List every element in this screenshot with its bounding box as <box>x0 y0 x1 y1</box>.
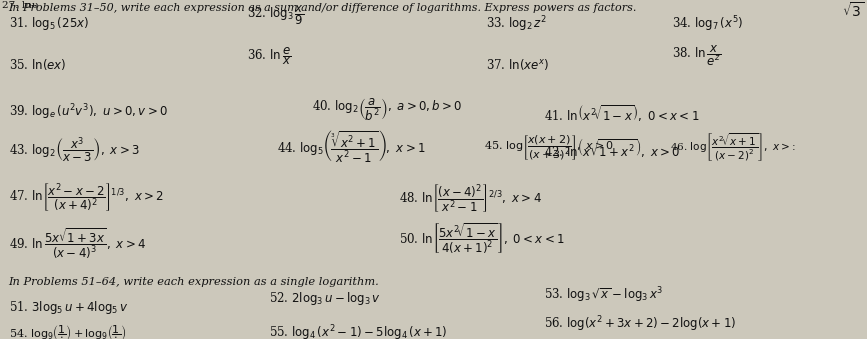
Text: 36. $\ln\dfrac{e}{x}$: 36. $\ln\dfrac{e}{x}$ <box>247 45 291 67</box>
Text: 50. $\ln\!\left[\dfrac{5x^2\!\sqrt{1-x}}{4(x+1)^2}\right],\ 0<x<1$: 50. $\ln\!\left[\dfrac{5x^2\!\sqrt{1-x}}… <box>399 222 564 256</box>
Text: 33. $\log_2 z^2$: 33. $\log_2 z^2$ <box>486 14 546 34</box>
Text: 56. $\log(x^2+3x+2) - 2\log(x+1)$: 56. $\log(x^2+3x+2) - 2\log(x+1)$ <box>544 314 737 334</box>
Text: 47. $\ln\!\left[\dfrac{x^2-x-2}{(x+4)^2}\right]^{1/3},\ x>2$: 47. $\ln\!\left[\dfrac{x^2-x-2}{(x+4)^2}… <box>9 181 164 213</box>
Text: 44. $\log_5\!\left(\dfrac{\sqrt[3]{x^2+1}}{x^2-1}\right),\ x>1$: 44. $\log_5\!\left(\dfrac{\sqrt[3]{x^2+1… <box>277 128 426 164</box>
Text: In Problems 51–64, write each expression as a single logarithm.: In Problems 51–64, write each expression… <box>9 277 380 287</box>
Text: 35. $\ln(ex)$: 35. $\ln(ex)$ <box>9 57 66 72</box>
Text: 32. $\log_3\dfrac{x}{9}$: 32. $\log_3\dfrac{x}{9}$ <box>247 3 304 27</box>
Text: In Problems 31–50, write each expression as a sum and/or difference of logarithm: In Problems 31–50, write each expression… <box>9 3 637 13</box>
Text: 51. $3\log_5 u + 4\log_5 v$: 51. $3\log_5 u + 4\log_5 v$ <box>9 299 128 316</box>
Text: 34. $\log_7(x^5)$: 34. $\log_7(x^5)$ <box>672 14 743 34</box>
Text: 27. lnυ: 27. lnυ <box>2 1 38 10</box>
Text: 31. $\log_5(25x)$: 31. $\log_5(25x)$ <box>9 15 88 32</box>
Text: 42. $\ln\!\left(x\sqrt{1+x^2}\right),\ x>0$: 42. $\ln\!\left(x\sqrt{1+x^2}\right),\ x… <box>544 136 681 159</box>
Text: 39. $\log_e(u^2v^3),\ u>0, v>0$: 39. $\log_e(u^2v^3),\ u>0, v>0$ <box>9 103 167 122</box>
Text: 46. $\log\!\left[\dfrac{x^2\!\sqrt{x+1}}{(x-2)^2}\right],\ x>\!:$: 46. $\log\!\left[\dfrac{x^2\!\sqrt{x+1}}… <box>670 132 796 163</box>
Text: 48. $\ln\!\left[\dfrac{(x-4)^2}{x^2-1}\right]^{2/3},\ x>4$: 48. $\ln\!\left[\dfrac{(x-4)^2}{x^2-1}\r… <box>399 182 542 214</box>
Text: 41. $\ln\!\left(x^2\!\sqrt{1-x}\right),\ 0<x<1$: 41. $\ln\!\left(x^2\!\sqrt{1-x}\right),\… <box>544 103 700 122</box>
Text: 55. $\log_4(x^2-1) - 5\log_4(x+1)$: 55. $\log_4(x^2-1) - 5\log_4(x+1)$ <box>269 323 447 339</box>
Text: 53. $\log_3\sqrt{x} - \log_3 x^3$: 53. $\log_3\sqrt{x} - \log_3 x^3$ <box>544 285 664 305</box>
Text: 43. $\log_2\!\left(\dfrac{x^3}{x-3}\right),\ x>3$: 43. $\log_2\!\left(\dfrac{x^3}{x-3}\righ… <box>9 136 140 165</box>
Text: 54. $\log_9\!\left(\dfrac{1}{\cdot}\right) + \log_9\!\left(\dfrac{1}{\cdot}\righ: 54. $\log_9\!\left(\dfrac{1}{\cdot}\righ… <box>9 323 126 339</box>
Text: 45. $\log\!\left[\dfrac{x(x+2)}{(x+3)^2}\right],\ x>0$: 45. $\log\!\left[\dfrac{x(x+2)}{(x+3)^2}… <box>484 133 614 162</box>
Text: 52. $2\log_3 u - \log_3 v$: 52. $2\log_3 u - \log_3 v$ <box>269 291 381 307</box>
Text: 40. $\log_2\!\left(\dfrac{a}{b^2}\right),\ a>0, b>0$: 40. $\log_2\!\left(\dfrac{a}{b^2}\right)… <box>312 96 463 122</box>
Text: $\sqrt{3}$: $\sqrt{3}$ <box>843 1 864 20</box>
Text: 49. $\ln\dfrac{5x\sqrt{1+3x}}{(x-4)^3},\ x>4$: 49. $\ln\dfrac{5x\sqrt{1+3x}}{(x-4)^3},\… <box>9 227 146 261</box>
Text: 38. $\ln\dfrac{x}{e^z}$: 38. $\ln\dfrac{x}{e^z}$ <box>672 44 721 68</box>
Text: 37. $\ln(xe^x)$: 37. $\ln(xe^x)$ <box>486 57 549 72</box>
